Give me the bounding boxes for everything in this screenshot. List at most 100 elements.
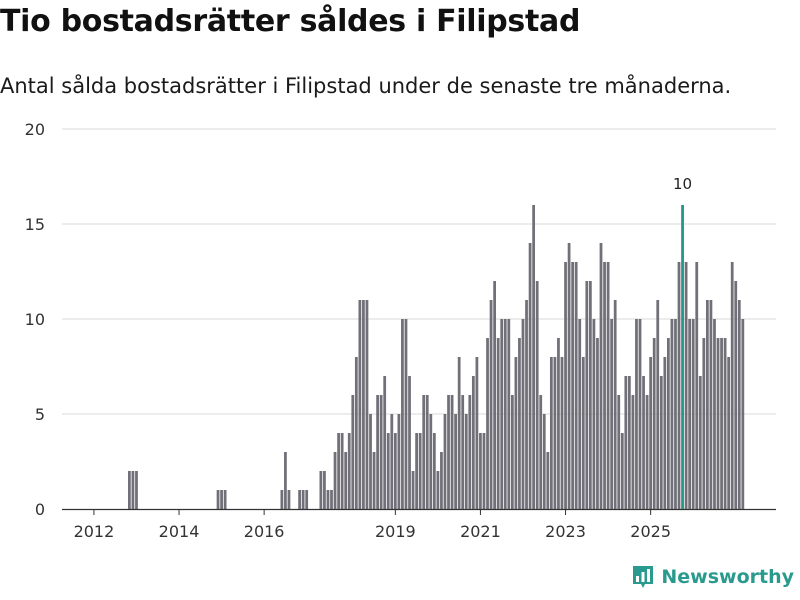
- chart-bars-icon: [633, 566, 654, 588]
- bar: [131, 471, 135, 509]
- bar: [674, 319, 677, 509]
- bar: [737, 300, 741, 509]
- bar: [702, 338, 706, 509]
- bar: [713, 319, 716, 509]
- bar: [362, 300, 365, 509]
- bar: [500, 319, 504, 509]
- bar: [475, 357, 479, 509]
- brand-logo: Newsworthy: [631, 564, 794, 590]
- bar: [489, 300, 493, 509]
- bar: [429, 414, 433, 509]
- bar: [216, 490, 220, 509]
- bar: [535, 281, 539, 509]
- bar: [447, 395, 450, 509]
- bar: [596, 338, 599, 509]
- bar: [546, 452, 550, 509]
- bar: [401, 319, 404, 509]
- bar: [730, 262, 734, 509]
- bar: [358, 300, 362, 509]
- x-tick-label: 2019: [375, 522, 416, 541]
- bar: [539, 395, 543, 509]
- bar: [560, 357, 564, 509]
- bar: [610, 319, 614, 509]
- bar: [528, 243, 532, 509]
- bar: [723, 338, 727, 509]
- x-tick-label: 2016: [244, 522, 285, 541]
- bar: [379, 395, 383, 509]
- bar: [709, 300, 713, 509]
- bar: [656, 300, 660, 509]
- bar: [698, 376, 702, 509]
- bar: [670, 319, 674, 509]
- bar: [677, 262, 681, 509]
- bar: [578, 319, 582, 509]
- bar: [369, 414, 372, 509]
- bar: [564, 262, 567, 509]
- x-tick-label: 2023: [545, 522, 586, 541]
- bar: [464, 414, 468, 509]
- bar: [393, 433, 397, 509]
- bar: [365, 300, 369, 509]
- bar: [521, 319, 525, 509]
- bar: [354, 357, 358, 509]
- bar: [461, 395, 465, 509]
- x-tick-label: 2014: [159, 522, 200, 541]
- data-label-latest: 10: [673, 175, 692, 193]
- bar: [386, 433, 390, 509]
- brand-name: Newsworthy: [661, 566, 794, 588]
- bar: [553, 357, 557, 509]
- bar: [691, 319, 695, 509]
- bar: [135, 471, 138, 509]
- bar: [486, 338, 489, 509]
- bar: [613, 300, 617, 509]
- bar: [645, 395, 649, 509]
- x-tick-label: 2012: [74, 522, 115, 541]
- bar: [684, 262, 688, 509]
- bar: [301, 490, 305, 509]
- bar: [351, 395, 355, 509]
- bar: [727, 357, 731, 509]
- bar: [638, 319, 642, 509]
- bar: [532, 205, 536, 509]
- bar: [457, 357, 461, 509]
- x-tick-label: 2021: [460, 522, 501, 541]
- bar: [663, 357, 667, 509]
- bar: [659, 376, 663, 509]
- bar: [493, 281, 497, 509]
- bar: [574, 262, 578, 509]
- bar: [542, 414, 546, 509]
- bar: [284, 452, 287, 509]
- bar: [436, 471, 440, 509]
- bar: [649, 357, 653, 509]
- bar: [443, 414, 447, 509]
- bar: [525, 300, 528, 509]
- bar: [280, 490, 284, 509]
- bar: [652, 338, 656, 509]
- y-axis-labels: 0 5 10 15 20: [25, 120, 45, 519]
- bar: [557, 338, 560, 509]
- bar: [588, 281, 592, 509]
- bar-highlight: [681, 205, 684, 509]
- bar: [390, 414, 394, 509]
- bar: [741, 319, 745, 509]
- bar: [418, 433, 422, 509]
- bar: [319, 471, 323, 509]
- bar: [298, 490, 301, 509]
- bar: [432, 433, 436, 509]
- bar: [422, 395, 426, 509]
- bar: [567, 243, 571, 509]
- bar: [333, 452, 337, 509]
- bar: [705, 300, 709, 509]
- x-tick-label: 2025: [630, 522, 671, 541]
- bars: [128, 205, 745, 509]
- bar: [220, 490, 223, 509]
- bar: [666, 338, 670, 509]
- bar: [347, 433, 351, 509]
- bar: [287, 490, 291, 509]
- bar: [635, 319, 638, 509]
- bar: [337, 433, 340, 509]
- bar: [323, 471, 326, 509]
- bar: [617, 395, 621, 509]
- bar: [496, 338, 500, 509]
- bar: [383, 376, 387, 509]
